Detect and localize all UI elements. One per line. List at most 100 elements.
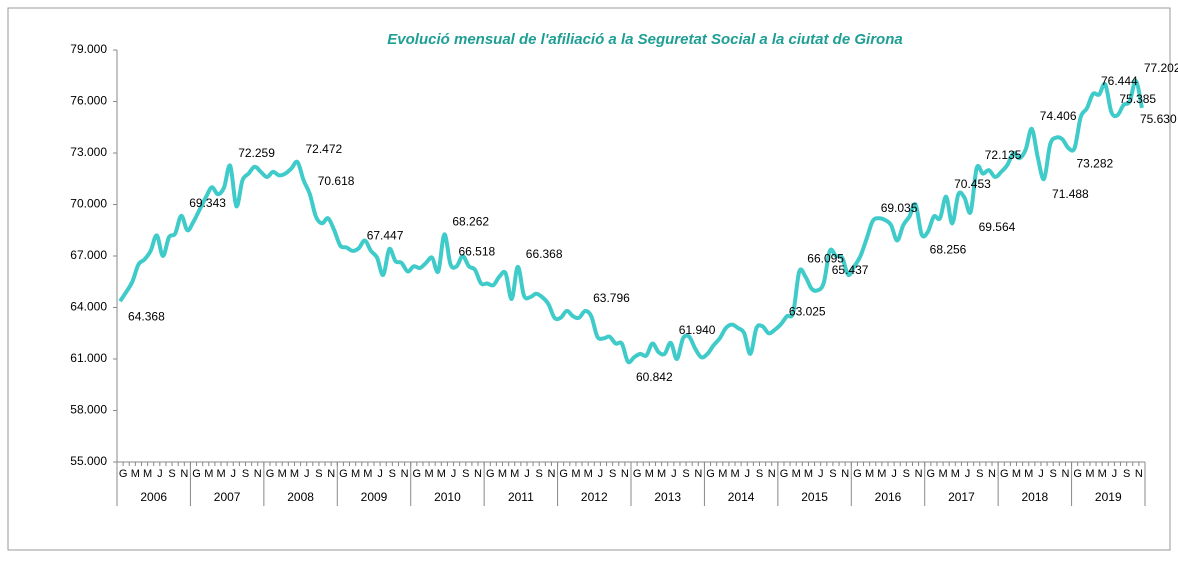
x-tick-label: N [547,468,555,480]
year-label: 2014 [728,490,755,504]
y-tick-label: 73.000 [70,145,107,159]
y-tick-label: 64.000 [70,300,107,314]
x-tick-label: M [730,468,739,480]
data-label: 73.282 [1077,156,1114,170]
x-tick-label: S [829,468,836,480]
x-tick-label: G [853,468,862,480]
x-tick-label: G [486,468,495,480]
x-tick-label: M [792,468,801,480]
data-label: 69.035 [881,201,918,215]
x-tick-label: S [536,468,543,480]
x-tick-label: M [584,468,593,480]
x-tick-label: G [266,468,275,480]
x-tick-label: S [389,468,396,480]
year-label: 2009 [361,490,388,504]
data-label: 66.095 [807,252,844,266]
x-tick-label: S [1050,468,1057,480]
x-tick-label: G [119,468,128,480]
x-tick-label: N [988,468,996,480]
x-tick-label: M [510,468,519,480]
x-tick-label: G [706,468,715,480]
x-tick-label: J [818,468,824,480]
x-tick-label: M [657,468,666,480]
x-tick-label: M [290,468,299,480]
y-tick-label: 76.000 [70,94,107,108]
x-tick-label: M [143,468,152,480]
year-label: 2019 [1095,490,1122,504]
data-label: 74.406 [1040,109,1077,123]
x-tick-label: G [339,468,348,480]
data-label: 68.262 [452,215,489,229]
x-tick-label: M [804,468,813,480]
x-tick-label: S [242,468,249,480]
data-label: 64.368 [128,309,165,323]
x-tick-label: J [377,468,383,480]
x-tick-label: G [780,468,789,480]
x-tick-label: G [192,468,201,480]
data-label: 75.630 [1140,112,1177,126]
x-tick-label: N [327,468,335,480]
data-label: 70.618 [318,174,355,188]
x-tick-label: G [1073,468,1082,480]
x-tick-label: M [571,468,580,480]
x-tick-label: M [1012,468,1021,480]
x-tick-label: M [363,468,372,480]
x-tick-label: M [131,468,140,480]
data-label: 68.256 [930,243,967,257]
x-tick-label: S [756,468,763,480]
data-label: 67.447 [367,228,404,242]
x-tick-label: N [694,468,702,480]
x-tick-label: M [437,468,446,480]
x-tick-label: J [891,468,897,480]
x-tick-label: N [474,468,482,480]
x-tick-label: N [841,468,849,480]
x-tick-label: M [951,468,960,480]
data-label: 75.385 [1119,92,1156,106]
year-label: 2017 [948,490,975,504]
x-tick-label: G [927,468,936,480]
x-tick-label: N [621,468,629,480]
data-label: 63.025 [789,304,826,318]
data-label: 60.842 [636,370,673,384]
series-line [118,78,1144,365]
year-label: 2018 [1022,490,1049,504]
x-tick-label: J [231,468,237,480]
year-label: 2013 [654,490,681,504]
x-tick-label: J [304,468,310,480]
y-tick-label: 67.000 [70,248,107,262]
data-label: 76.444 [1101,74,1138,88]
x-tick-label: M [1024,468,1033,480]
x-tick-label: G [1000,468,1009,480]
x-tick-label: N [915,468,923,480]
x-tick-label: M [424,468,433,480]
x-tick-label: J [745,468,751,480]
x-tick-label: J [965,468,971,480]
x-tick-label: M [1085,468,1094,480]
data-label: 61.940 [679,323,716,337]
x-tick-label: M [877,468,886,480]
x-tick-label: M [718,468,727,480]
x-tick-label: M [204,468,213,480]
x-tick-label: M [938,468,947,480]
x-tick-label: J [524,468,530,480]
x-tick-label: S [1123,468,1130,480]
x-tick-label: J [451,468,457,480]
data-label: 63.796 [593,291,630,305]
x-tick-label: N [401,468,409,480]
data-label: 72.472 [306,142,343,156]
x-tick-label: J [671,468,677,480]
x-tick-label: M [216,468,225,480]
data-label: 69.564 [979,220,1016,234]
data-label: 65.437 [832,263,869,277]
data-label: 66.368 [526,247,563,261]
x-tick-label: G [413,468,422,480]
data-label: 69.343 [189,196,226,210]
x-tick-label: M [1098,468,1107,480]
x-tick-label: S [903,468,910,480]
data-label: 72.135 [985,148,1022,162]
x-tick-label: N [180,468,188,480]
data-label: 72.259 [238,146,275,160]
x-tick-label: M [645,468,654,480]
y-tick-label: 61.000 [70,351,107,365]
